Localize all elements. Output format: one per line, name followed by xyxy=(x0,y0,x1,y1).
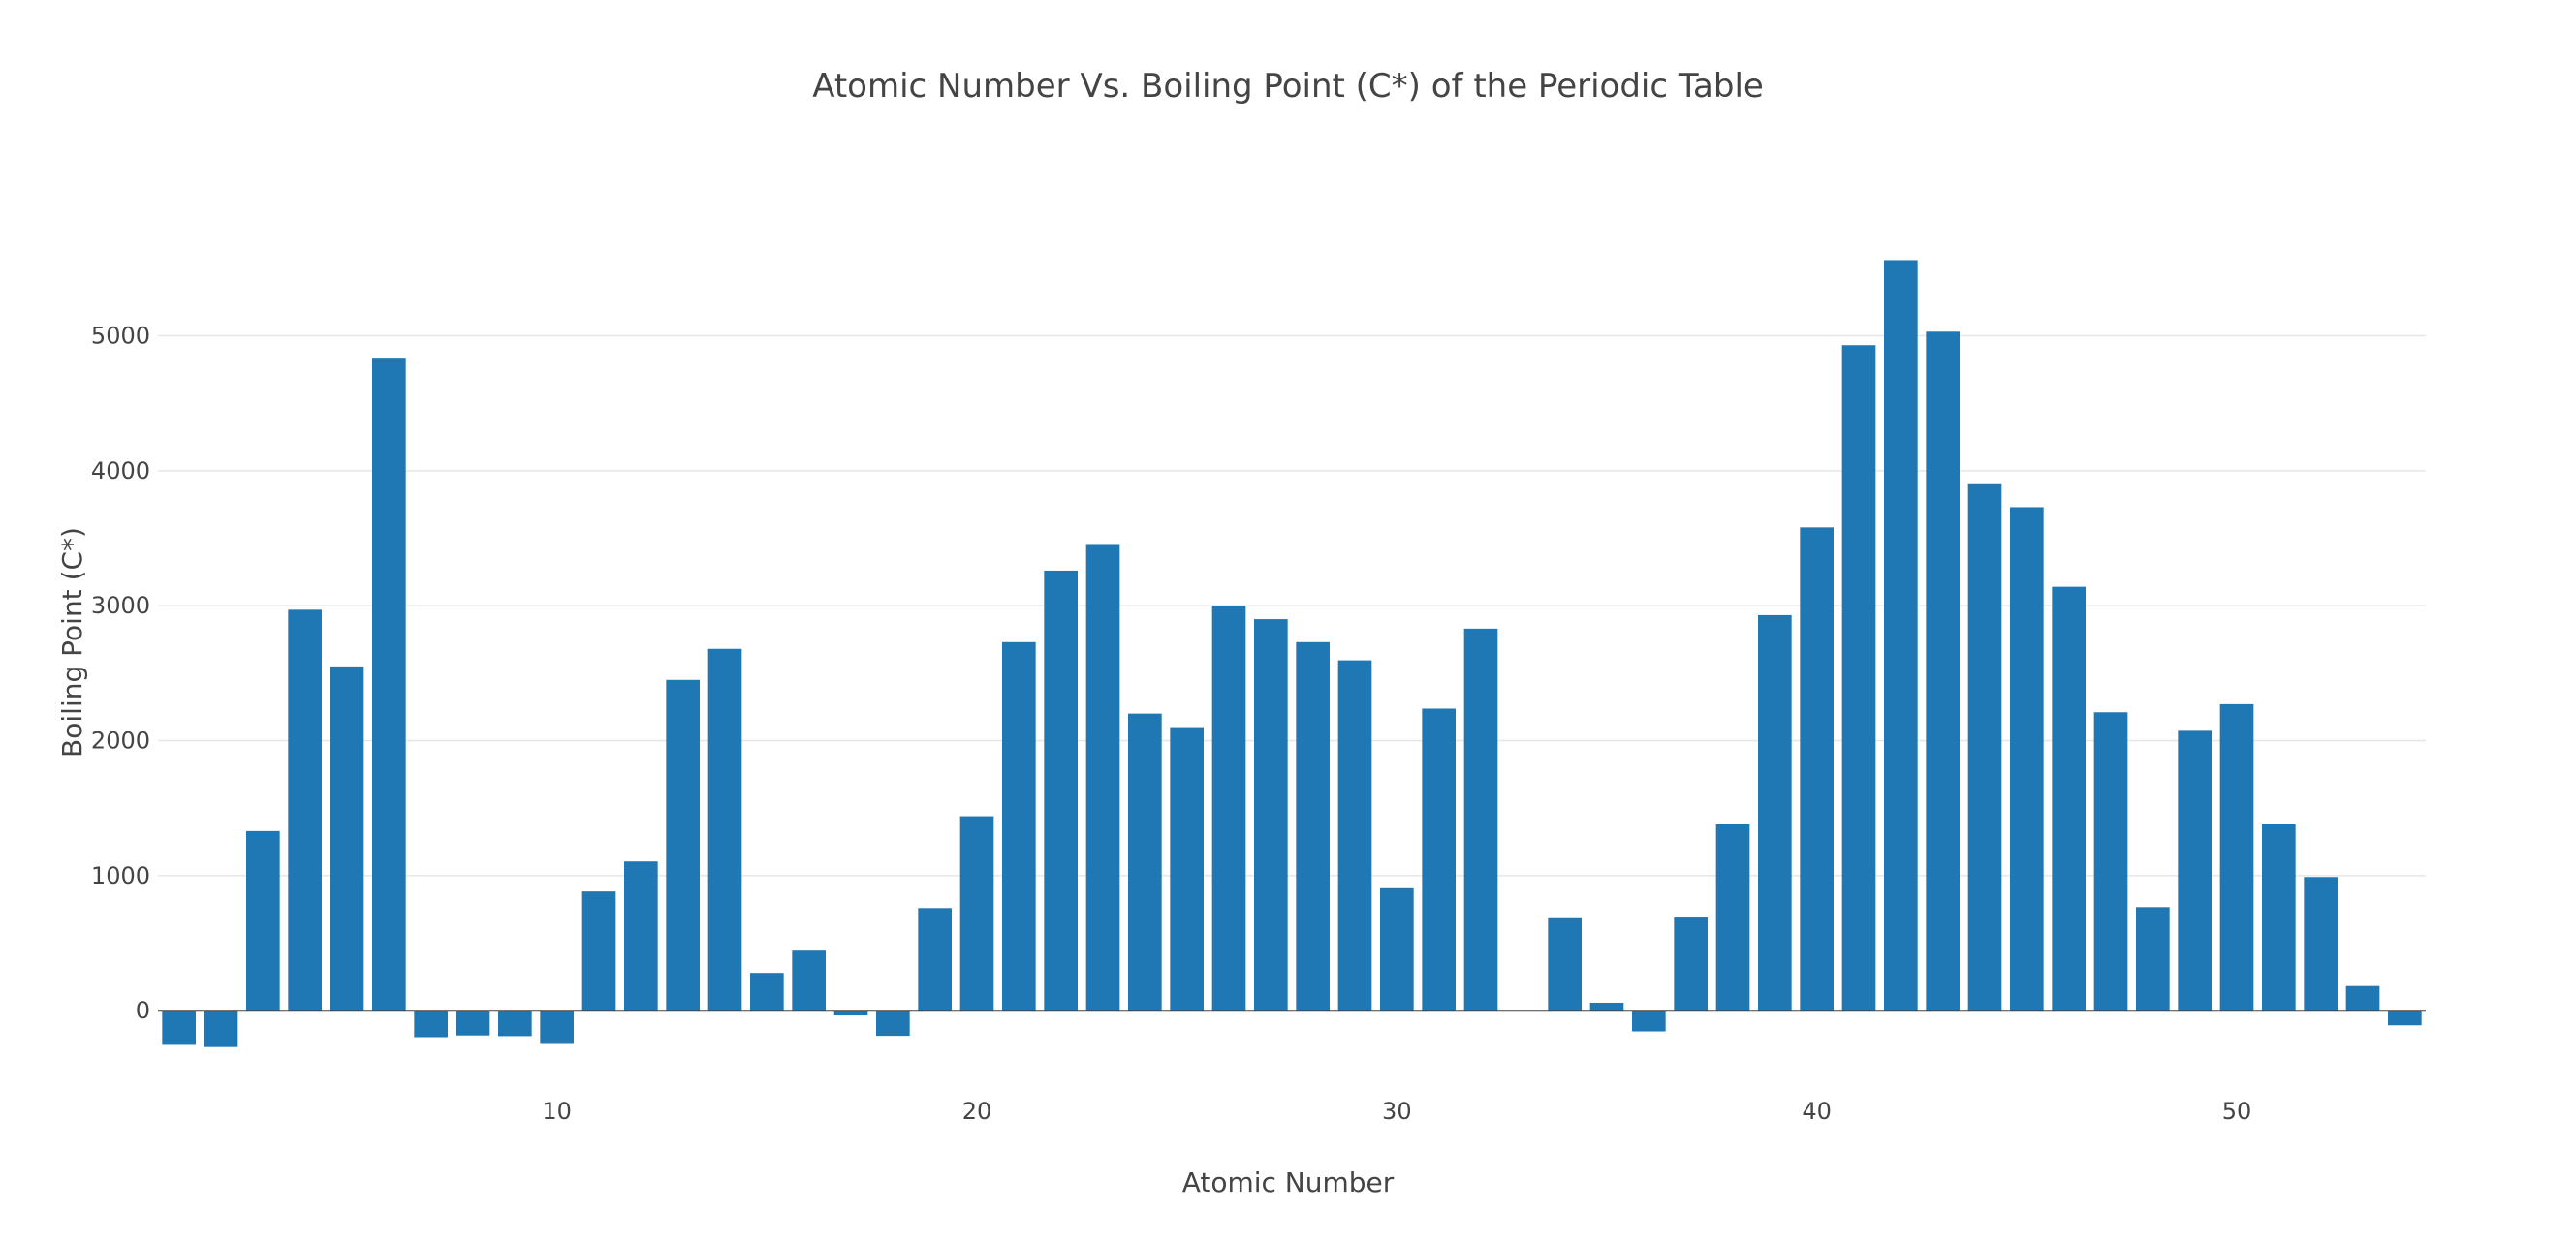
bar[interactable] xyxy=(1085,544,1120,1011)
bar[interactable] xyxy=(959,816,994,1011)
bar[interactable] xyxy=(498,1011,532,1037)
bar[interactable] xyxy=(1632,1011,1666,1032)
y-tick-label: 0 xyxy=(136,997,150,1024)
bar[interactable] xyxy=(1589,1002,1624,1011)
bar[interactable] xyxy=(2010,507,2044,1011)
bar[interactable] xyxy=(792,950,826,1011)
bar[interactable] xyxy=(2262,824,2296,1011)
bar[interactable] xyxy=(833,1011,868,1016)
y-tick-label: 1000 xyxy=(91,862,150,889)
x-tick-label: 10 xyxy=(542,1098,572,1125)
bar[interactable] xyxy=(540,1011,574,1044)
bar[interactable] xyxy=(1002,641,1036,1011)
bar[interactable] xyxy=(1884,260,1918,1011)
bar[interactable] xyxy=(288,609,322,1011)
bar[interactable] xyxy=(456,1011,490,1036)
y-tick-label: 2000 xyxy=(91,728,150,755)
bar[interactable] xyxy=(1211,606,1246,1011)
bar[interactable] xyxy=(1841,345,1876,1011)
y-axis-ticks: 0 1000 2000 3000 4000 5000 xyxy=(91,322,150,1024)
bar[interactable] xyxy=(2093,712,2128,1011)
bar[interactable] xyxy=(1296,641,1330,1011)
bar[interactable] xyxy=(2136,907,2170,1011)
bar[interactable] xyxy=(666,679,700,1011)
bar[interactable] xyxy=(1463,628,1498,1011)
x-tick-label: 50 xyxy=(2222,1098,2252,1125)
bar[interactable] xyxy=(246,830,280,1011)
x-tick-label: 40 xyxy=(1802,1098,1832,1125)
bar[interactable] xyxy=(707,648,742,1011)
y-tick-label: 5000 xyxy=(91,322,150,349)
bar[interactable] xyxy=(1128,713,1162,1011)
bar[interactable] xyxy=(1715,824,1750,1011)
bar[interactable] xyxy=(1170,727,1204,1011)
bar[interactable] xyxy=(1967,483,2002,1011)
gridlines xyxy=(158,334,2426,877)
bar[interactable] xyxy=(1800,527,1834,1011)
chart-title: Atomic Number Vs. Boiling Point (C*) of … xyxy=(812,67,1764,106)
bar[interactable] xyxy=(1380,887,1414,1011)
bar[interactable] xyxy=(1674,917,1708,1011)
bar[interactable] xyxy=(2219,703,2254,1011)
bar[interactable] xyxy=(1548,917,1582,1011)
x-tick-label: 20 xyxy=(962,1098,992,1125)
bars xyxy=(162,260,2422,1047)
bar[interactable] xyxy=(624,861,658,1011)
bar[interactable] xyxy=(1044,570,1078,1011)
bar[interactable] xyxy=(2345,985,2380,1011)
bar[interactable] xyxy=(2052,586,2086,1011)
bar[interactable] xyxy=(1926,331,1960,1011)
bar[interactable] xyxy=(1337,660,1372,1011)
bar[interactable] xyxy=(1422,708,1456,1011)
bar[interactable] xyxy=(162,1011,196,1045)
bar[interactable] xyxy=(1254,619,1288,1011)
bar[interactable] xyxy=(2388,1011,2422,1026)
y-axis-title: Boiling Point (C*) xyxy=(56,527,88,758)
x-axis-title: Atomic Number xyxy=(1182,1166,1395,1198)
bar[interactable] xyxy=(581,891,616,1011)
x-tick-label: 30 xyxy=(1382,1098,1412,1125)
y-tick-label: 3000 xyxy=(91,592,150,619)
bar[interactable] xyxy=(876,1011,910,1037)
y-tick-label: 4000 xyxy=(91,457,150,484)
x-axis-ticks: 10 20 30 40 50 xyxy=(542,1098,2251,1125)
bar[interactable] xyxy=(2304,877,2338,1011)
bar[interactable] xyxy=(918,908,952,1011)
bar[interactable] xyxy=(204,1011,238,1047)
bar[interactable] xyxy=(372,358,406,1011)
bar[interactable] xyxy=(330,666,364,1011)
bar[interactable] xyxy=(750,973,784,1011)
bar[interactable] xyxy=(1758,614,1792,1011)
bar[interactable] xyxy=(2178,730,2212,1011)
bar[interactable] xyxy=(414,1011,448,1038)
